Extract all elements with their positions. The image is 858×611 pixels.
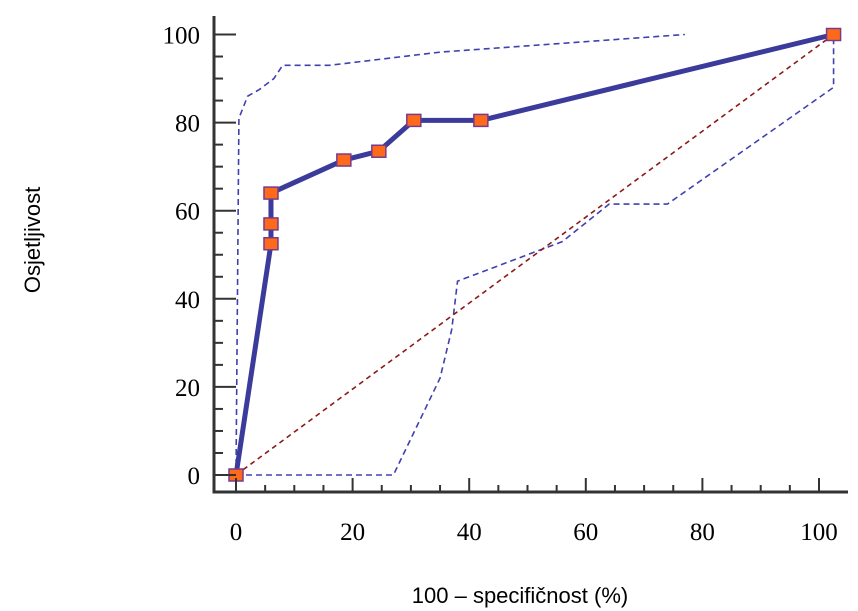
roc-point-marker [825, 27, 842, 42]
axes: 0 20 40 60 80 100 0 20 40 60 80 100 [163, 16, 848, 546]
y-axis-title: Osjetljivost [20, 187, 45, 293]
roc-point-marker [263, 217, 279, 231]
y-tick-label: 20 [175, 375, 200, 402]
reference-diagonal-line [235, 33, 835, 476]
plot-area [228, 27, 842, 482]
x-tick-label: 60 [573, 519, 598, 546]
roc-point-marker [406, 113, 422, 128]
y-tick-label: 80 [175, 111, 200, 138]
upper-confidence-bound [235, 33, 685, 476]
roc-point-marker [263, 236, 279, 251]
y-tick-label: 100 [163, 23, 201, 50]
x-tick-label: 80 [690, 519, 715, 546]
x-axis-title: 100 – specifičnost (%) [412, 583, 628, 608]
x-tick-label: 0 [230, 519, 243, 546]
roc-point-marker [336, 153, 352, 167]
lower-confidence-bound [236, 34, 835, 476]
x-tick-label: 40 [457, 519, 482, 546]
roc-point-marker [473, 113, 489, 128]
roc-point-marker [371, 144, 387, 158]
y-tick-label: 40 [175, 287, 200, 314]
y-tick-label: 0 [188, 463, 201, 490]
y-tick-label: 60 [175, 199, 200, 226]
roc-point-marker [263, 186, 279, 200]
x-tick-label: 20 [340, 519, 365, 546]
x-tick-label: 100 [800, 519, 838, 546]
